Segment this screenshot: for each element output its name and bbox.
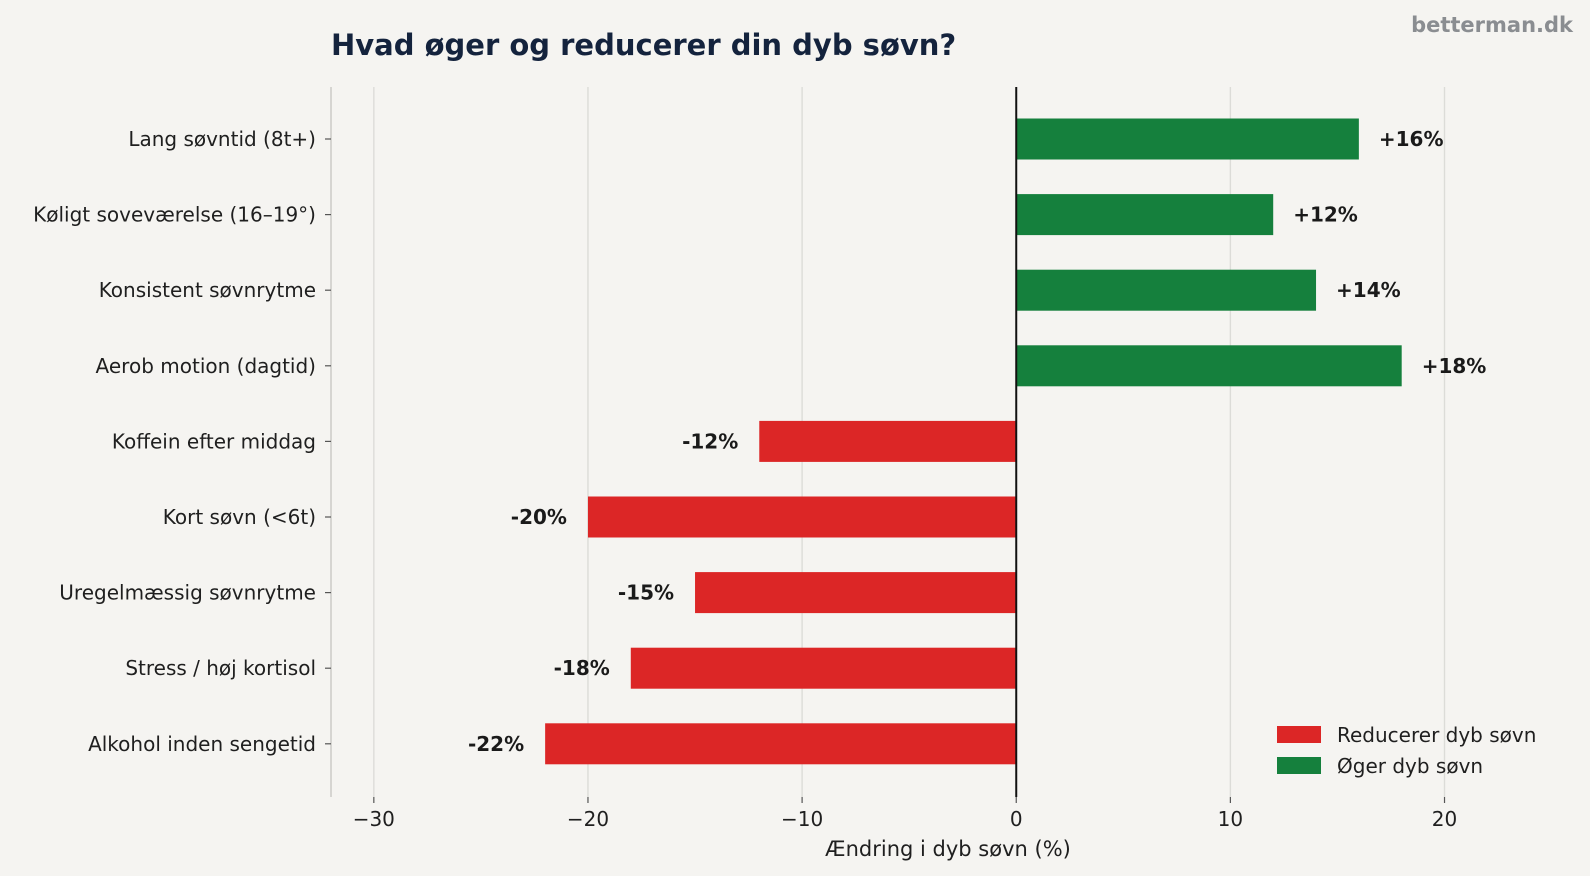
legend-label-increases: Øger dyb søvn bbox=[1337, 754, 1483, 778]
value-label: -20% bbox=[511, 505, 567, 529]
category-label: Stress / høj kortisol bbox=[125, 656, 316, 680]
category-label: Køligt soveværelse (16–19°) bbox=[33, 203, 316, 227]
value-label: +12% bbox=[1293, 203, 1358, 227]
bars-layer bbox=[545, 118, 1402, 765]
watermark: betterman.dk bbox=[1411, 13, 1574, 37]
legend-swatch-increases bbox=[1277, 757, 1321, 774]
x-tick-label: −20 bbox=[567, 807, 609, 831]
bar bbox=[1016, 269, 1317, 311]
value-label: +14% bbox=[1336, 278, 1401, 302]
x-tick-label: 20 bbox=[1432, 807, 1457, 831]
category-label: Alkohol inden sengetid bbox=[88, 732, 316, 756]
category-label: Konsistent søvnrytme bbox=[99, 278, 316, 302]
x-tick-label: −30 bbox=[353, 807, 395, 831]
bar bbox=[587, 496, 1017, 538]
x-tick-label: 10 bbox=[1218, 807, 1243, 831]
bar bbox=[1016, 194, 1274, 236]
value-label: -18% bbox=[554, 656, 610, 680]
bar bbox=[545, 723, 1017, 765]
bar bbox=[630, 647, 1017, 689]
value-label: -15% bbox=[618, 581, 674, 605]
category-label: Aerob motion (dagtid) bbox=[96, 354, 316, 378]
x-axis-label: Ændring i dyb søvn (%) bbox=[825, 837, 1071, 861]
bar bbox=[1016, 345, 1402, 387]
bar bbox=[695, 572, 1017, 614]
chart-title: Hvad øger og reducerer din dyb søvn? bbox=[331, 28, 956, 62]
legend-label-reduces: Reducerer dyb søvn bbox=[1337, 723, 1536, 747]
bar bbox=[759, 420, 1017, 462]
legend: Reducerer dyb søvn Øger dyb søvn bbox=[1277, 723, 1536, 778]
bar bbox=[1016, 118, 1359, 160]
labels-layer: −30 −20 −10 0 10 20 Lang søvntid (8t+) +16% Køli… bbox=[33, 127, 1486, 831]
legend-swatch-reduces bbox=[1277, 726, 1321, 743]
value-label: +18% bbox=[1422, 354, 1487, 378]
category-label: Koffein efter middag bbox=[112, 429, 316, 453]
value-label: -12% bbox=[682, 429, 738, 453]
x-tick-label: 0 bbox=[1010, 807, 1023, 831]
x-tick-label: −10 bbox=[781, 807, 823, 831]
value-label: +16% bbox=[1379, 127, 1444, 151]
category-label: Uregelmæssig søvnrytme bbox=[59, 581, 316, 605]
category-label: Lang søvntid (8t+) bbox=[128, 127, 316, 151]
axes-layer bbox=[325, 87, 1446, 803]
category-label: Kort søvn (<6t) bbox=[163, 505, 316, 529]
value-label: -22% bbox=[468, 732, 524, 756]
